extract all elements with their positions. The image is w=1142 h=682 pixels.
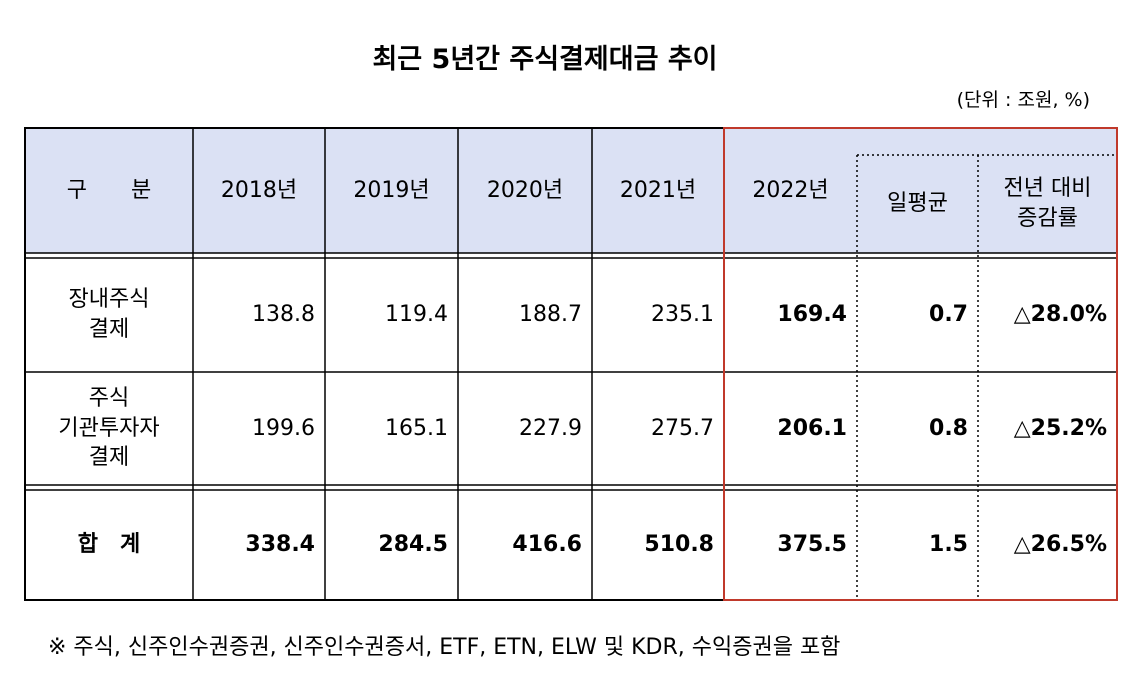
unit-note: (단위 : 조원, %) <box>956 89 1090 112</box>
data-cell: 165.1 <box>385 415 448 441</box>
data-cell: 138.8 <box>252 302 315 328</box>
header-cell: 2019년 <box>353 177 430 203</box>
header-cell: 2018년 <box>220 177 298 203</box>
data-cell: 416.6 <box>512 532 582 558</box>
data-cell: 199.6 <box>252 415 315 441</box>
data-cell: 510.8 <box>644 532 714 558</box>
row-label: 주식 기관투자자 결제 <box>58 385 160 471</box>
data-cell: 275.7 <box>651 415 714 441</box>
data-cell: △25.2% <box>1013 415 1107 441</box>
row-label: 장내주식 결제 <box>68 287 150 342</box>
header-cell: 2021년 <box>619 177 697 203</box>
data-cell: 375.5 <box>777 532 847 558</box>
data-cell: 227.9 <box>519 415 582 441</box>
data-cell: 284.5 <box>378 532 448 558</box>
data-cell: 0.8 <box>929 415 968 441</box>
highlight-box <box>723 127 1118 601</box>
footnote: ※ 주식, 신주인수권증권, 신주인수권증서, ETF, ETN, ELW 및 … <box>48 635 841 661</box>
data-cell: 169.4 <box>777 302 847 328</box>
data-cell: △26.5% <box>1013 532 1107 558</box>
header-cell: 구 분 <box>66 177 152 203</box>
data-cell: 206.1 <box>777 415 847 441</box>
header-cell: 2020년 <box>486 177 564 203</box>
title: 최근 5년간 주식결제대금 추이 <box>372 43 718 75</box>
row-label: 합 계 <box>77 532 141 558</box>
data-cell: 188.7 <box>519 302 582 328</box>
header-cell: 일평균 <box>887 191 948 217</box>
data-cell: 119.4 <box>385 302 448 328</box>
header-cell: 전년 대비 증감률 <box>1003 176 1092 231</box>
dotted-lines <box>856 154 1117 600</box>
data-cell: 338.4 <box>245 532 315 558</box>
data-cell: △28.0% <box>1013 302 1107 328</box>
header-bg <box>25 128 1117 253</box>
header-cell: 2022년 <box>752 177 829 203</box>
grid <box>25 128 1117 600</box>
data-cell: 1.5 <box>929 532 968 558</box>
data-cell: 0.7 <box>929 302 968 328</box>
data-cell: 235.1 <box>651 302 714 328</box>
